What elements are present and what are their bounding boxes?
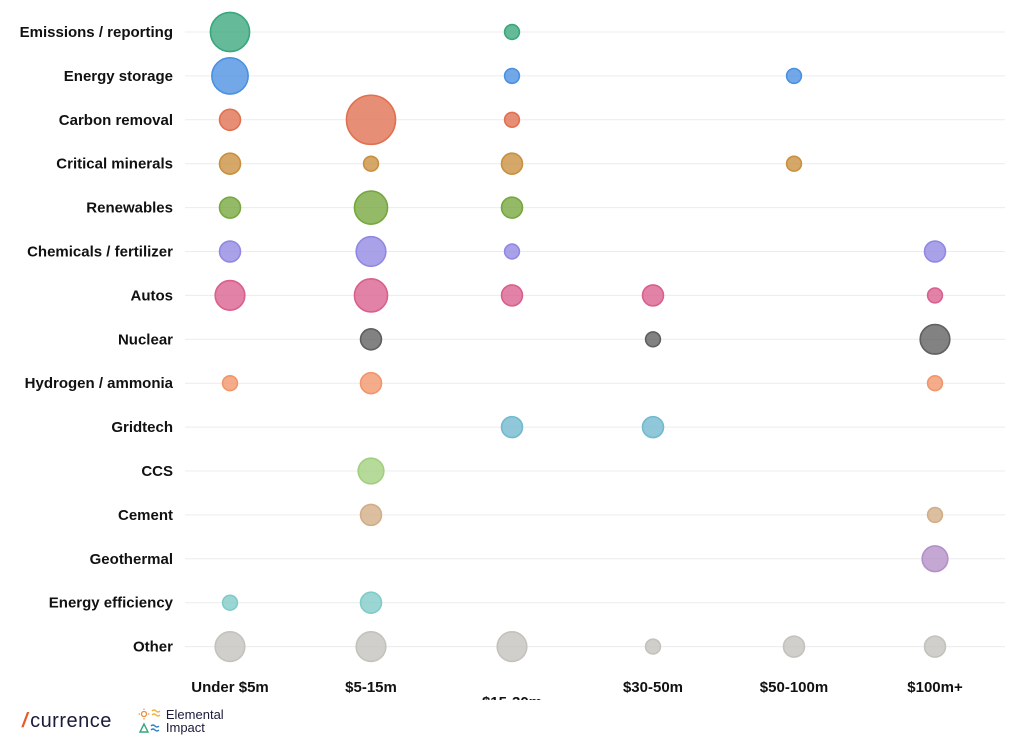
bubble-gridtech-15-30m <box>500 415 524 439</box>
bubble-other-5-15m <box>355 630 387 663</box>
bubble-ccs-5-15m <box>357 457 385 485</box>
bubble-emissions-reporting-15-30m <box>503 23 521 41</box>
bubble-autos-30-50m <box>641 284 665 307</box>
x-tick-15-30m: $15-30m <box>482 694 542 700</box>
bubble-chemicals-fertilizer-15-30m <box>503 243 521 260</box>
x-tick-under-5m: Under $5m <box>191 679 269 696</box>
bubble-energy-efficiency-5-15m <box>359 591 383 614</box>
bubble-other-100m <box>923 635 947 658</box>
bubble-hydrogen-ammonia-5-15m <box>359 371 383 395</box>
bubble-other-under-5m <box>214 630 246 663</box>
category-label-critical-minerals: Critical minerals <box>56 156 173 173</box>
x-tick-100m: $100m+ <box>907 679 963 696</box>
bubble-autos-5-15m <box>353 278 389 313</box>
currence-logo-text: currence <box>30 709 112 732</box>
x-tick-labels: Under $5m $5-15m $15-30m $30-50m $50-100m $10… <box>191 679 963 700</box>
category-label-cement: Cement <box>118 507 173 524</box>
bubble-energy-storage-15-30m <box>503 67 521 85</box>
category-label-ccs: CCS <box>141 463 173 480</box>
bubble-chemicals-fertilizer-100m <box>923 240 947 263</box>
bubble-renewables-under-5m <box>218 196 242 219</box>
bubble-emissions-reporting-under-5m <box>209 11 251 53</box>
x-tick-5-15m: $5-15m <box>345 679 397 696</box>
category-label-energy-storage: Energy storage <box>64 68 173 85</box>
bubble-cement-5-15m <box>359 503 383 527</box>
x-tick-30-50m: $30-50m <box>623 679 683 696</box>
category-label-hydrogen-ammonia: Hydrogen / ammonia <box>25 375 174 392</box>
bubble-other-50-100m <box>782 635 806 658</box>
bubble-nuclear-30-50m <box>644 331 662 348</box>
impact-logo-text: Impact <box>165 720 205 735</box>
x-tick-50-100m: $50-100m <box>760 679 828 696</box>
bubble-critical-minerals-50-100m <box>785 155 803 172</box>
bubble-chart: Emissions / reporting Energy storage Carbo… <box>20 11 1005 700</box>
bubble-renewables-15-30m <box>500 196 524 219</box>
bubble-geothermal-100m <box>921 545 949 573</box>
category-label-nuclear: Nuclear <box>118 331 173 348</box>
bubble-carbon-removal-under-5m <box>218 108 242 132</box>
category-labels: Emissions / reporting Energy storage Carbo… <box>20 24 174 656</box>
category-label-gridtech: Gridtech <box>111 419 173 436</box>
bubble-critical-minerals-under-5m <box>218 152 242 175</box>
bubble-nuclear-100m <box>919 323 951 355</box>
elemental-impact-icon <box>138 708 161 733</box>
category-label-renewables: Renewables <box>86 200 173 217</box>
bubble-nuclear-5-15m <box>359 328 383 351</box>
bubble-cement-100m <box>926 506 944 524</box>
category-label-chemicals-fertilizer: Chemicals / fertilizer <box>27 244 173 261</box>
bubble-chemicals-fertilizer-5-15m <box>355 235 387 268</box>
category-label-emissions-reporting: Emissions / reporting <box>20 24 173 41</box>
category-label-other: Other <box>133 639 173 656</box>
elemental-impact-logo: Elemental Impact <box>138 708 224 734</box>
bubble-renewables-5-15m <box>353 190 389 225</box>
bubble-other-30-50m <box>644 638 662 655</box>
bubble-autos-under-5m <box>214 279 246 312</box>
category-label-energy-efficiency: Energy efficiency <box>49 595 174 612</box>
bubble-autos-100m <box>926 287 944 304</box>
bubble-carbon-removal-15-30m <box>503 111 521 129</box>
bubble-gridtech-30-50m <box>641 415 665 439</box>
bubble-chemicals-fertilizer-under-5m <box>218 240 242 263</box>
bubble-critical-minerals-5-15m <box>362 155 380 172</box>
bubble-autos-15-30m <box>500 284 524 307</box>
gridlines <box>185 31 1005 648</box>
category-label-carbon-removal: Carbon removal <box>59 112 173 129</box>
bubble-hydrogen-ammonia-100m <box>926 375 944 392</box>
currence-logo: / currence <box>22 710 112 733</box>
bubble-carbon-removal-5-15m <box>345 94 397 146</box>
bubble-energy-efficiency-under-5m <box>221 594 239 611</box>
currence-logo-mark: / <box>22 709 29 732</box>
category-label-autos: Autos <box>131 287 174 304</box>
elemental-logo-text: Elemental <box>165 707 224 722</box>
bubble-other-15-30m <box>496 630 528 663</box>
bubble-energy-storage-50-100m <box>785 67 803 85</box>
footer-logos: / currence Elemental Impact <box>22 704 224 738</box>
bubble-hydrogen-ammonia-under-5m <box>221 375 239 392</box>
bubbles <box>209 11 951 663</box>
bubble-energy-storage-under-5m <box>211 56 249 95</box>
bubble-critical-minerals-15-30m <box>500 152 524 175</box>
category-label-geothermal: Geothermal <box>90 551 173 568</box>
